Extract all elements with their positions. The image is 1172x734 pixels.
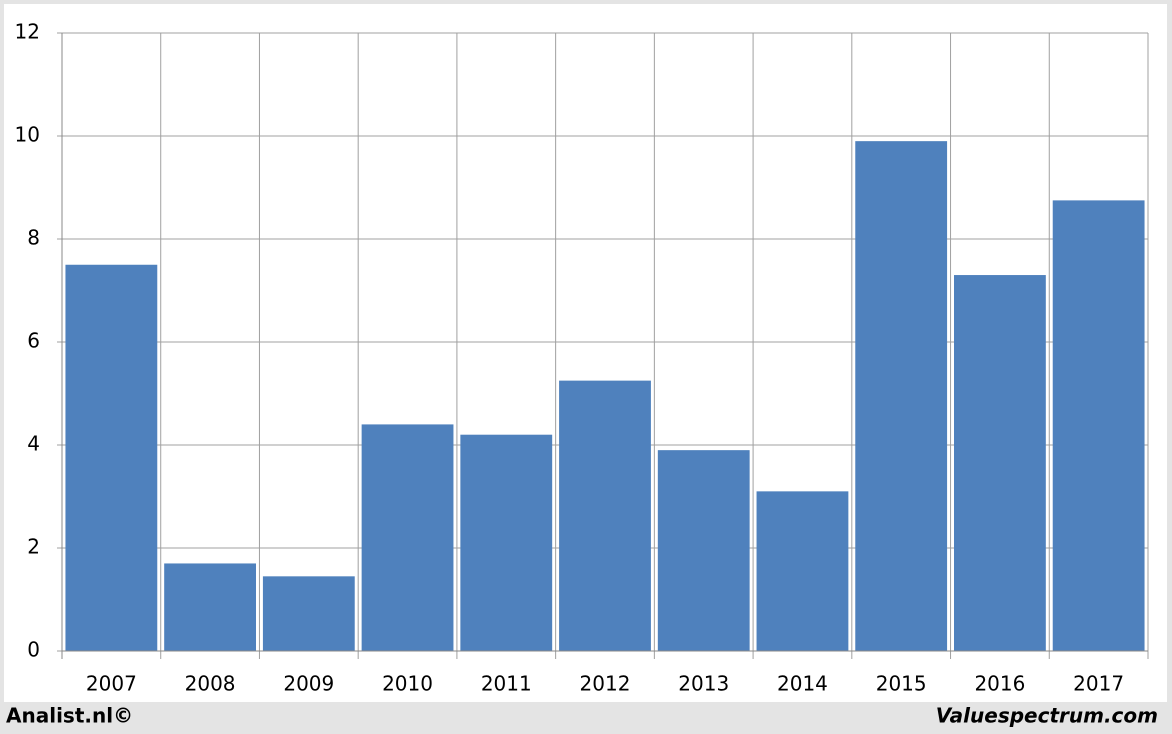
bar: [65, 264, 158, 651]
bar: [657, 450, 750, 651]
bar: [1052, 200, 1145, 651]
x-tick-label: 2008: [185, 672, 236, 696]
bar: [954, 275, 1046, 651]
bar: [756, 491, 849, 651]
bar: [361, 424, 454, 651]
y-tick-label: 6: [27, 329, 40, 353]
y-tick-label: 12: [15, 20, 40, 44]
x-tick-label: 2015: [876, 672, 927, 696]
x-tick-label: 2011: [481, 672, 532, 696]
x-tick-label: 2009: [283, 672, 334, 696]
x-tick-label: 2014: [777, 672, 828, 696]
y-tick-label: 0: [27, 638, 40, 662]
y-tick-label: 8: [27, 226, 40, 250]
x-tick-label: 2013: [678, 672, 729, 696]
x-tick-label: 2007: [86, 672, 137, 696]
x-tick-label: 2012: [580, 672, 631, 696]
bar: [559, 380, 651, 651]
x-tick-label: 2017: [1073, 672, 1124, 696]
bar: [460, 434, 553, 651]
credit-left: Analist.nl©: [6, 704, 133, 728]
y-tick-label: 10: [15, 123, 40, 147]
bar: [164, 563, 256, 651]
x-tick-label: 2016: [974, 672, 1025, 696]
bar: [855, 141, 948, 651]
y-tick-label: 2: [27, 535, 40, 559]
credit-right: Valuespectrum.com: [936, 704, 1158, 728]
bar: [262, 576, 355, 651]
x-tick-label: 2010: [382, 672, 433, 696]
y-tick-label: 4: [27, 432, 40, 456]
